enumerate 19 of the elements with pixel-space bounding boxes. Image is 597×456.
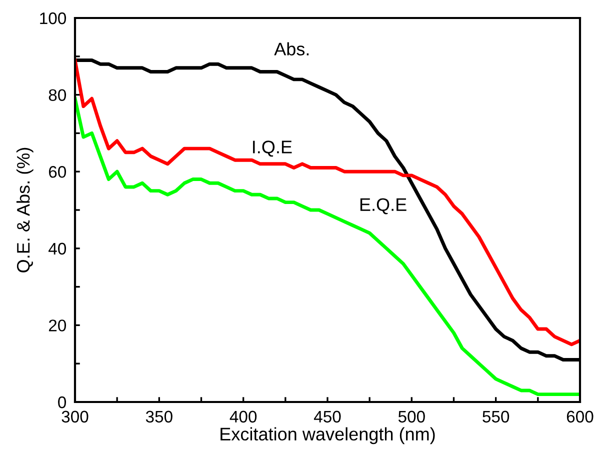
x-axis-title: Excitation wavelength (nm) [220,427,435,444]
x-tick-label: 400 [230,410,257,423]
x-tick-label: 450 [314,410,341,423]
y-tick-label: 20 [48,320,66,332]
series-label: Abs. [274,42,309,56]
x-tick-label: 350 [146,410,172,423]
y-tick-label: 40 [48,242,66,255]
x-tick-label: 550 [482,410,510,423]
x-tick-label: 500 [398,410,425,423]
x-tick-label: 300 [62,410,88,423]
y-axis-title: Q.E. & Abs. (%) [16,148,34,272]
y-tick-label: 0 [58,396,66,408]
series-label: I.Q.E [253,140,292,157]
y-tick-label: 80 [48,89,66,102]
x-tick-label: 600 [566,410,594,423]
series-label: E.Q.E [360,198,406,214]
y-tick-label: 60 [48,166,66,178]
line-series [75,96,580,396]
y-tick-label: 100 [40,12,66,24]
